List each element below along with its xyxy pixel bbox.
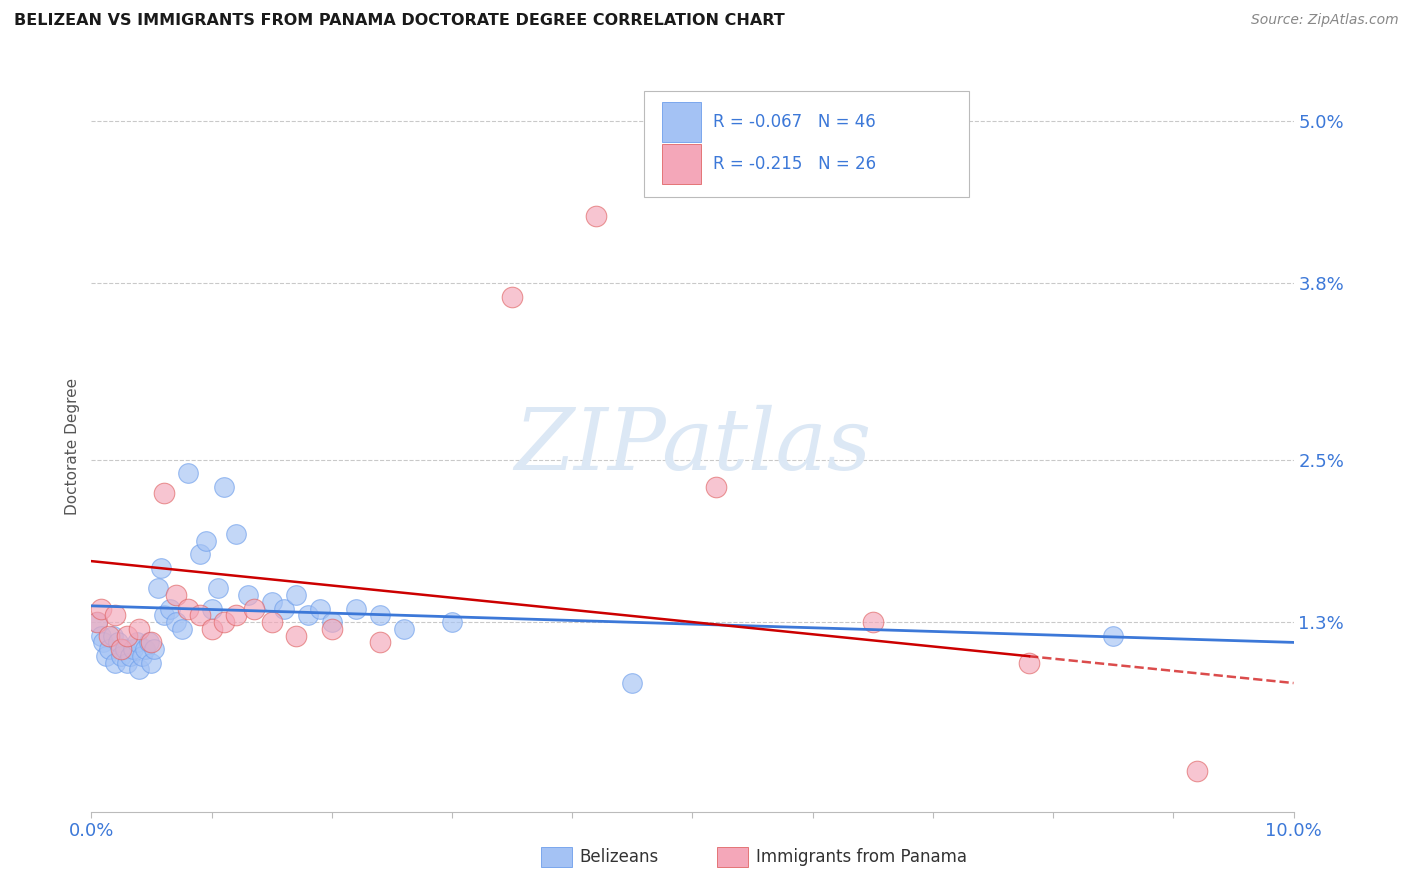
Point xyxy=(201,601,224,615)
Point xyxy=(344,601,367,615)
Point xyxy=(90,601,112,615)
Point xyxy=(308,601,330,615)
Point xyxy=(146,581,169,595)
Point xyxy=(93,635,115,649)
Point xyxy=(188,608,211,623)
Point xyxy=(107,635,129,649)
Point xyxy=(152,608,174,623)
FancyBboxPatch shape xyxy=(662,144,700,184)
Point xyxy=(501,290,523,304)
Text: BELIZEAN VS IMMIGRANTS FROM PANAMA DOCTORATE DEGREE CORRELATION CHART: BELIZEAN VS IMMIGRANTS FROM PANAMA DOCTO… xyxy=(14,13,785,29)
Point xyxy=(98,642,121,657)
Point xyxy=(1187,764,1209,778)
Point xyxy=(1018,656,1040,670)
Point xyxy=(128,663,150,677)
Point xyxy=(862,615,884,629)
Point xyxy=(86,615,108,629)
FancyBboxPatch shape xyxy=(662,103,700,143)
Point xyxy=(1102,629,1125,643)
Point xyxy=(125,635,148,649)
Point xyxy=(621,676,644,690)
Point xyxy=(225,527,247,541)
Point xyxy=(176,466,198,480)
Point xyxy=(141,635,163,649)
Text: Belizeans: Belizeans xyxy=(579,848,658,866)
Point xyxy=(188,547,211,561)
Point xyxy=(212,480,235,494)
Point xyxy=(260,595,283,609)
Text: R = -0.215   N = 26: R = -0.215 N = 26 xyxy=(713,155,876,173)
Point xyxy=(152,486,174,500)
Point xyxy=(321,615,343,629)
Point xyxy=(131,648,153,663)
Point xyxy=(273,601,295,615)
Point xyxy=(110,642,132,657)
Point xyxy=(165,588,187,602)
Point xyxy=(212,615,235,629)
Point xyxy=(128,622,150,636)
Point xyxy=(225,608,247,623)
Point xyxy=(297,608,319,623)
Point xyxy=(117,656,139,670)
Point xyxy=(114,642,136,657)
Point xyxy=(90,629,112,643)
Point xyxy=(441,615,464,629)
Point xyxy=(150,561,173,575)
Point xyxy=(165,615,187,629)
Text: Immigrants from Panama: Immigrants from Panama xyxy=(756,848,967,866)
Point xyxy=(122,642,145,657)
Point xyxy=(142,642,165,657)
Y-axis label: Doctorate Degree: Doctorate Degree xyxy=(65,377,80,515)
Point xyxy=(159,601,181,615)
Point xyxy=(321,622,343,636)
Point xyxy=(368,608,391,623)
Point xyxy=(86,615,108,629)
Point xyxy=(242,601,264,615)
Text: ZIPatlas: ZIPatlas xyxy=(513,405,872,487)
Point xyxy=(170,622,193,636)
Point xyxy=(284,629,307,643)
Point xyxy=(284,588,307,602)
Point xyxy=(236,588,259,602)
Point xyxy=(110,648,132,663)
Point xyxy=(134,642,156,657)
Point xyxy=(117,629,139,643)
Point xyxy=(98,629,121,643)
Point xyxy=(194,533,217,548)
Point xyxy=(118,648,141,663)
Point xyxy=(101,629,124,643)
FancyBboxPatch shape xyxy=(644,91,969,197)
Point xyxy=(176,601,198,615)
Point xyxy=(138,635,160,649)
Point xyxy=(104,656,127,670)
Text: Source: ZipAtlas.com: Source: ZipAtlas.com xyxy=(1251,13,1399,28)
Point xyxy=(104,608,127,623)
Point xyxy=(207,581,229,595)
Point xyxy=(94,648,117,663)
Point xyxy=(368,635,391,649)
Point xyxy=(706,480,728,494)
Point xyxy=(585,209,607,223)
Point xyxy=(260,615,283,629)
Point xyxy=(392,622,415,636)
Point xyxy=(201,622,224,636)
Point xyxy=(141,656,163,670)
Text: R = -0.067   N = 46: R = -0.067 N = 46 xyxy=(713,113,876,131)
